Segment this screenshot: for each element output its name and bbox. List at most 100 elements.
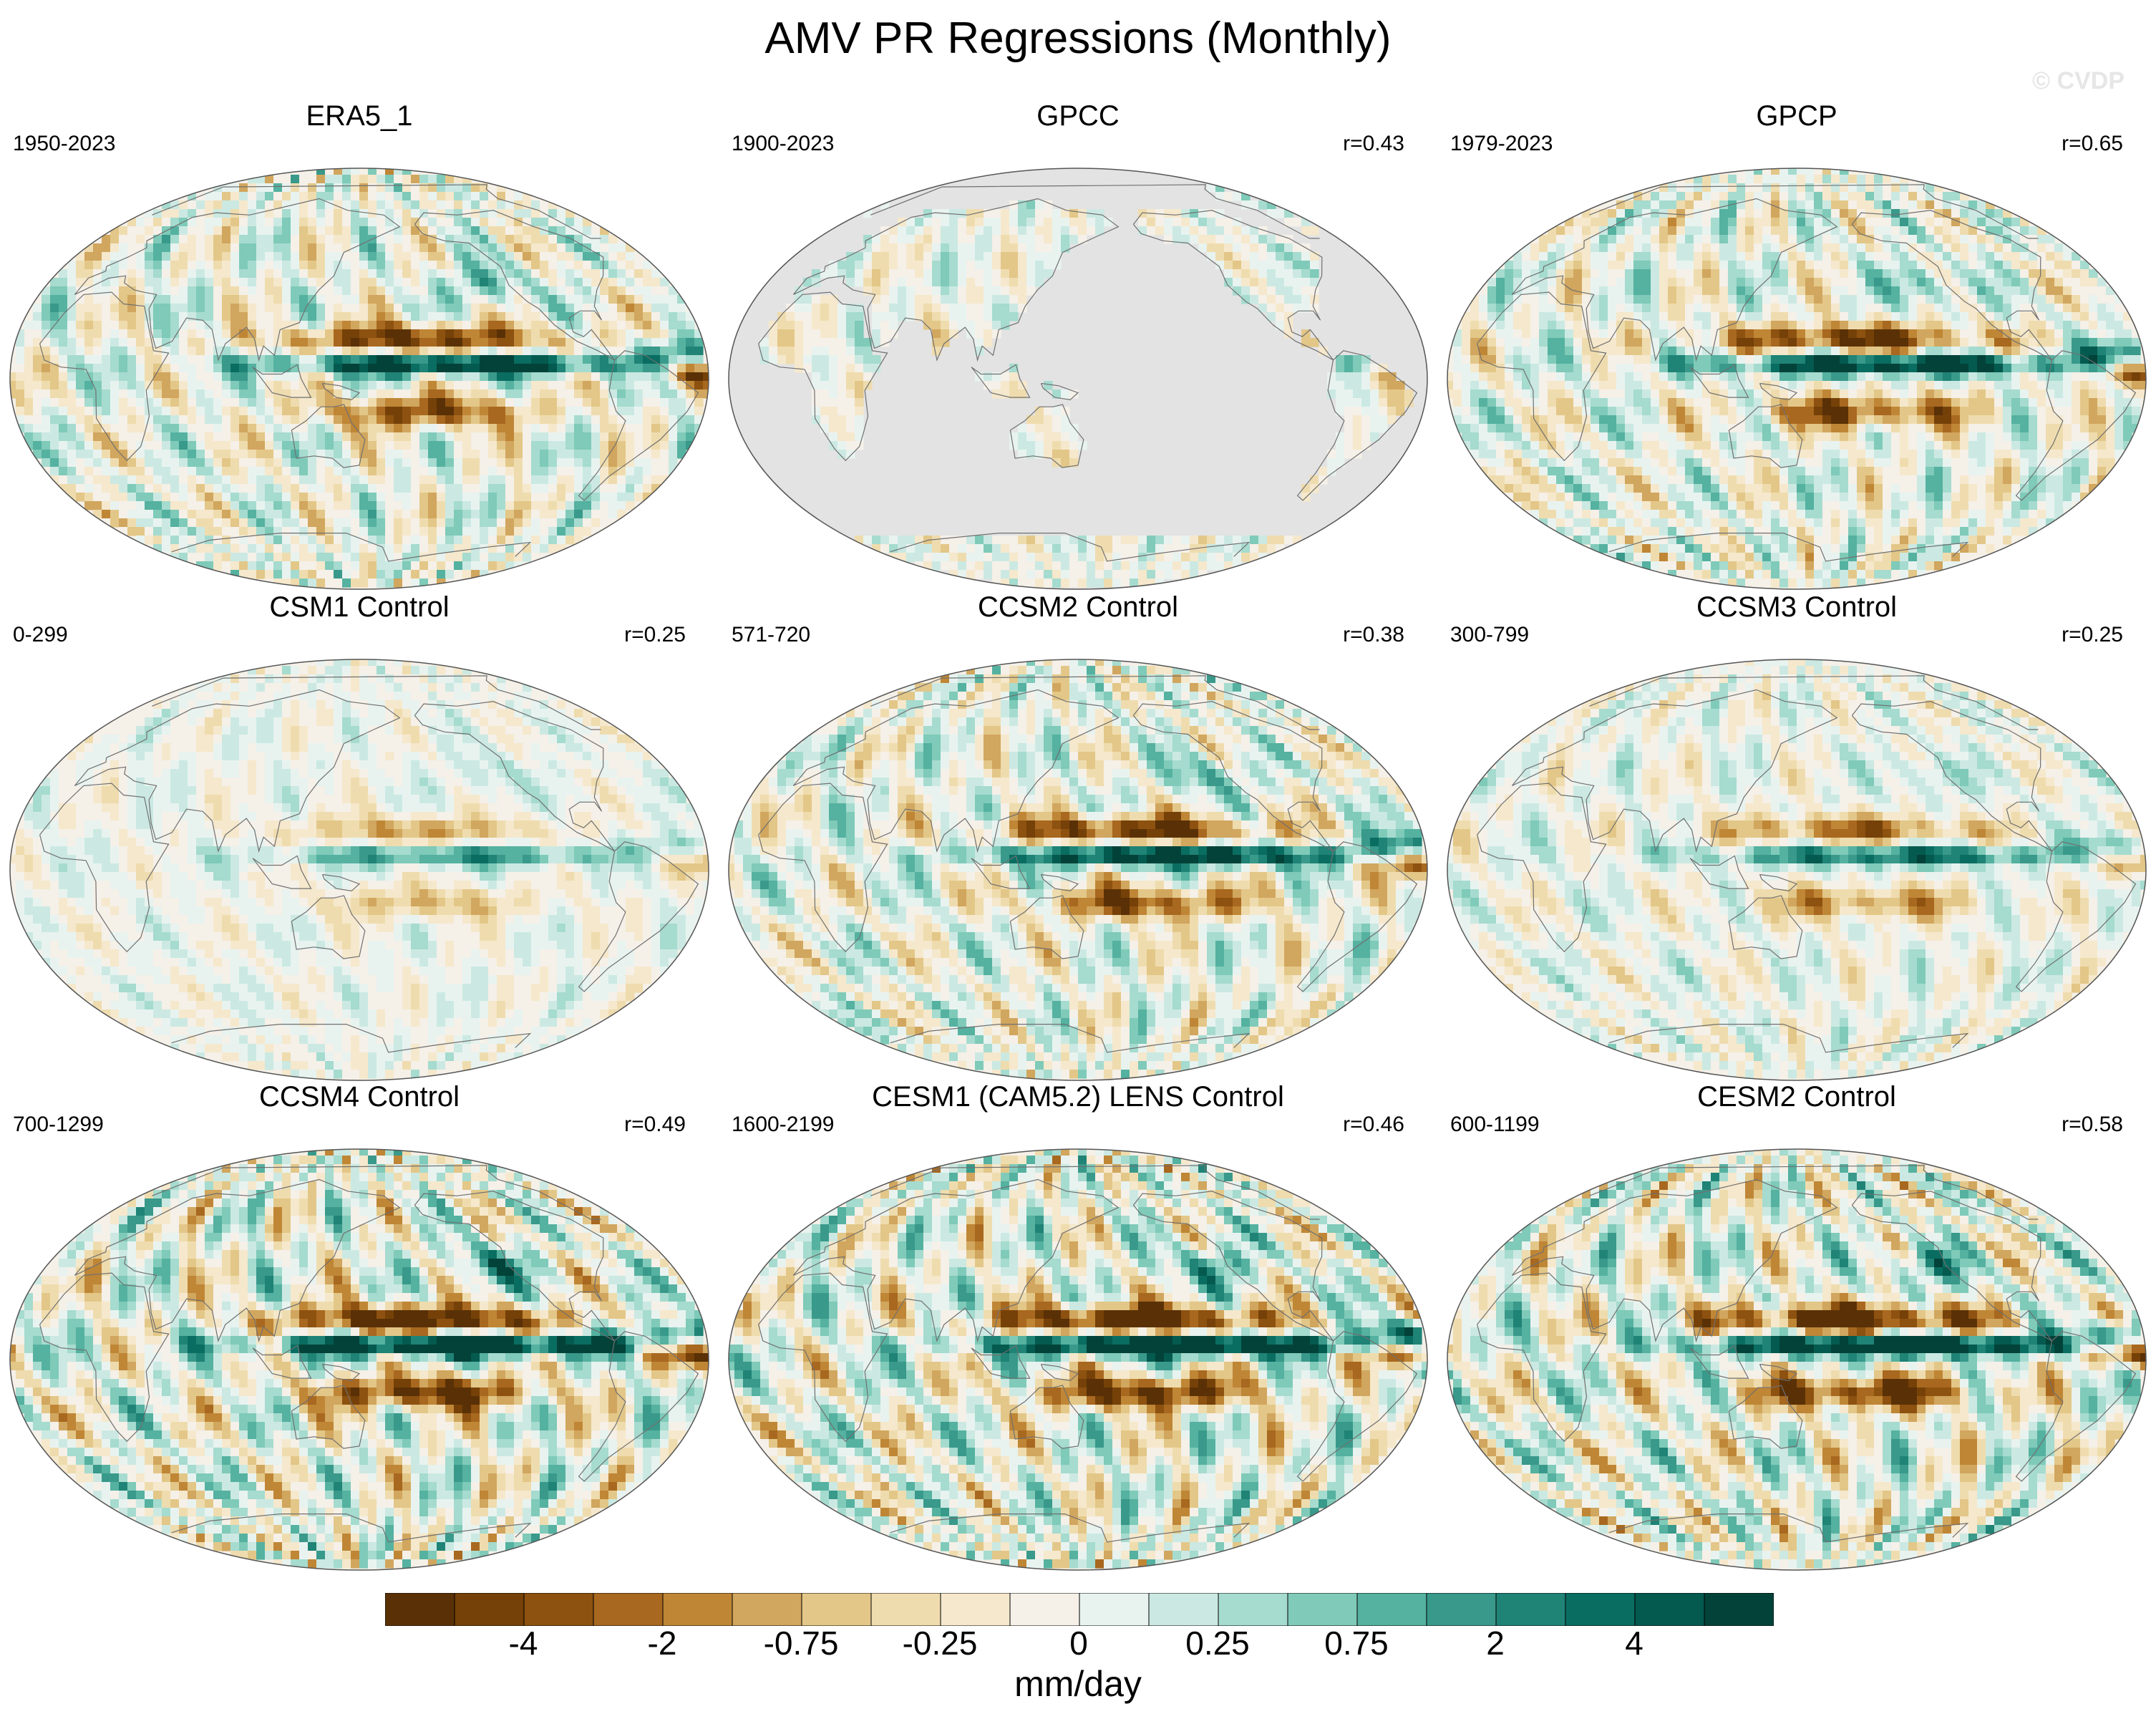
coastline — [1296, 841, 1418, 992]
coastline — [870, 675, 1320, 730]
map-border — [9, 1148, 709, 1571]
map-border — [728, 1148, 1428, 1571]
panel-correlation: r=0.65 — [2062, 132, 2123, 156]
precip-anomaly-field — [729, 659, 1427, 1079]
panel-years: 1979-2023 — [1450, 132, 1553, 156]
coastline — [1851, 701, 2052, 852]
colorbar-tick-label: 0 — [1007, 1624, 1150, 1662]
coastline — [74, 198, 401, 362]
map-panel: GPCC 1900-2023 r=0.43 — [719, 100, 1437, 591]
coastline — [1689, 855, 1749, 889]
map-plot — [728, 168, 1428, 590]
watermark: © CVDP — [2032, 67, 2125, 95]
coastline — [971, 364, 1031, 398]
map-plot — [728, 659, 1428, 1081]
coastline — [39, 291, 170, 462]
panel-years: 1600-2199 — [732, 1113, 834, 1137]
map-panel: GPCP 1979-2023 r=0.65 — [1437, 100, 2156, 591]
colorbar-swatch — [1079, 1593, 1150, 1626]
map-plot — [9, 1148, 709, 1571]
coastline — [1589, 675, 2039, 730]
panel-years: 0-299 — [13, 623, 68, 647]
colorbar-tick-label: -4 — [452, 1624, 595, 1662]
coastline — [171, 533, 532, 562]
coastline — [291, 404, 366, 468]
panel-correlation: r=0.49 — [624, 1113, 686, 1137]
coastline — [39, 783, 170, 953]
coastline — [152, 1165, 601, 1220]
coastline — [758, 1272, 888, 1443]
coastline — [1608, 533, 1969, 562]
coastline — [1132, 210, 1334, 361]
coastline — [1296, 1331, 1418, 1482]
panel-correlation: r=0.46 — [1343, 1113, 1404, 1137]
colorbar-swatch — [1356, 1593, 1427, 1626]
coastline — [1477, 1272, 1607, 1443]
coastline — [1589, 184, 2039, 239]
coastline — [414, 210, 615, 361]
precip-anomaly-field — [729, 1149, 1427, 1569]
map-panel: ERA5_1 1950-2023 — [0, 100, 719, 591]
colorbar-swatch — [1009, 1593, 1080, 1626]
panel-title: GPCP — [1437, 100, 2156, 132]
colorbar-swatch — [1287, 1593, 1358, 1626]
coastline — [1851, 1191, 2052, 1342]
coastline — [578, 350, 699, 501]
panel-title: ERA5_1 — [0, 100, 719, 132]
colorbar-tick-label: 2 — [1424, 1624, 1567, 1662]
colorbar-swatch — [1704, 1593, 1774, 1626]
colorbar-tick-label: 0.75 — [1285, 1624, 1428, 1662]
coastline — [1759, 1363, 1798, 1382]
coastline — [1477, 291, 1607, 462]
panel-title: CESM1 (CAM5.2) LENS Control — [719, 1081, 1437, 1113]
panel-title: CCSM4 Control — [0, 1081, 719, 1113]
coastline — [39, 1272, 170, 1443]
precip-anomaly-field — [760, 183, 1414, 588]
coastline — [890, 1514, 1251, 1543]
coastline — [171, 1514, 532, 1543]
coastline — [321, 873, 361, 892]
coastline — [890, 1024, 1251, 1053]
coastline — [870, 1165, 1320, 1220]
colorbar-swatch — [1495, 1593, 1566, 1626]
map-plot — [9, 659, 709, 1081]
coastline — [1477, 783, 1607, 953]
panel-years: 1900-2023 — [732, 132, 834, 156]
coastline — [1759, 873, 1798, 892]
coastline — [1689, 364, 1749, 398]
precip-anomaly-field — [10, 659, 709, 1079]
precip-anomaly-field — [10, 1149, 709, 1569]
coastline — [1759, 382, 1798, 401]
colorbar-tick-label: -0.25 — [868, 1624, 1011, 1662]
coastline — [1009, 1385, 1084, 1449]
colorbar-swatch — [523, 1593, 594, 1626]
coastline — [152, 675, 601, 730]
panel-title: CCSM3 Control — [1437, 591, 2156, 624]
coastline — [2015, 841, 2137, 992]
colorbar-swatch — [1218, 1593, 1288, 1626]
coastline — [171, 1024, 532, 1053]
colorbar-swatch — [593, 1593, 664, 1626]
coastline — [1040, 873, 1079, 892]
map-panel: CESM2 Control 600-1199 r=0.58 — [1437, 1081, 2156, 1572]
panel-years: 600-1199 — [1450, 1113, 1540, 1137]
colorbar-swatch — [662, 1593, 733, 1626]
map-plot — [9, 168, 709, 590]
precip-anomaly-field — [1447, 1149, 2146, 1569]
coastline — [971, 1345, 1031, 1379]
coastline — [1728, 404, 1803, 468]
colorbar-tick-label: 0.25 — [1146, 1624, 1289, 1662]
coastline — [578, 841, 699, 992]
coastline — [578, 1331, 699, 1482]
coastline — [1511, 1178, 1838, 1343]
coastline — [1132, 1191, 1334, 1342]
map-border — [1447, 659, 2147, 1081]
map-panel: CCSM2 Control 571-720 r=0.38 — [719, 591, 1437, 1083]
coastline — [74, 1178, 401, 1343]
chart-title: AMV PR Regressions (Monthly) — [0, 13, 2156, 64]
coastline — [2015, 350, 2137, 501]
map-plot — [1447, 659, 2147, 1081]
coastline — [1608, 1024, 1969, 1053]
panel-years: 571-720 — [732, 623, 810, 647]
map-panel: CCSM3 Control 300-799 r=0.25 — [1437, 591, 2156, 1083]
